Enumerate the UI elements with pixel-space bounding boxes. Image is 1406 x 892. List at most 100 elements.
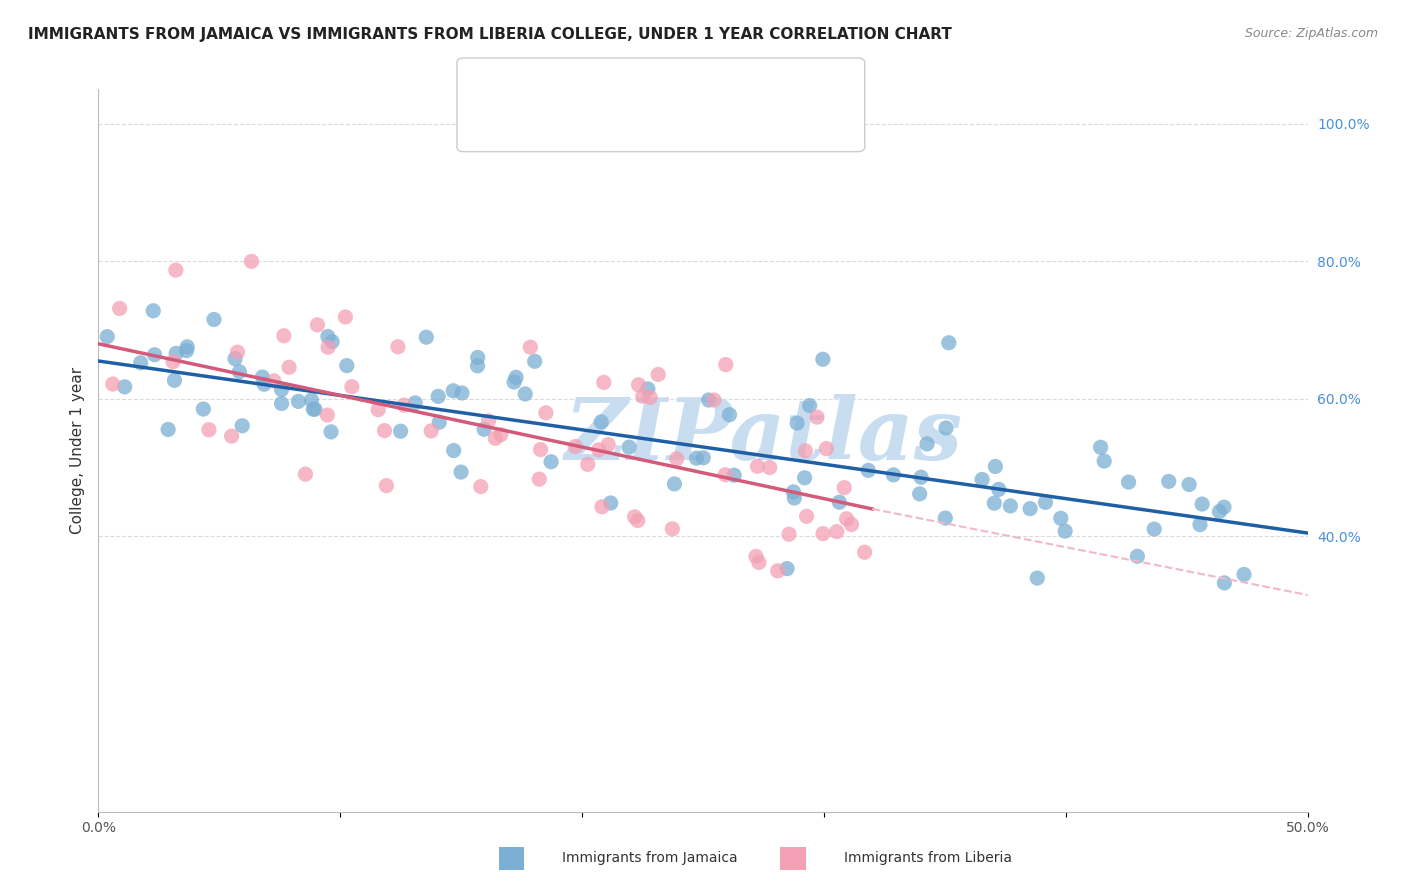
Point bbox=[307, 318, 329, 332]
Point bbox=[443, 443, 465, 458]
Point bbox=[335, 310, 357, 324]
Text: -0.325: -0.325 bbox=[541, 128, 596, 143]
Point bbox=[273, 328, 295, 343]
Point bbox=[294, 467, 316, 482]
Point bbox=[576, 458, 599, 472]
Point bbox=[441, 384, 464, 398]
Point bbox=[934, 511, 956, 525]
Point bbox=[231, 418, 253, 433]
Point bbox=[336, 359, 359, 373]
Point bbox=[193, 402, 215, 417]
Point bbox=[375, 478, 398, 492]
Point bbox=[540, 455, 562, 469]
Point bbox=[984, 459, 1007, 474]
Point bbox=[316, 408, 339, 422]
Point bbox=[198, 423, 221, 437]
Point bbox=[858, 463, 880, 477]
Point bbox=[96, 329, 118, 343]
Point bbox=[692, 450, 714, 465]
Point bbox=[270, 396, 292, 410]
Text: 64: 64 bbox=[668, 128, 689, 143]
Text: ZIPatlas: ZIPatlas bbox=[564, 394, 963, 478]
Point bbox=[451, 386, 474, 401]
Point bbox=[799, 399, 821, 413]
Point bbox=[782, 484, 804, 499]
Point bbox=[631, 389, 654, 403]
Point bbox=[427, 415, 450, 429]
Point bbox=[287, 394, 309, 409]
Point bbox=[665, 451, 688, 466]
Point bbox=[319, 425, 342, 439]
Point bbox=[484, 431, 506, 445]
Text: R =: R = bbox=[495, 87, 529, 103]
Point bbox=[534, 406, 557, 420]
Y-axis label: College, Under 1 year: College, Under 1 year bbox=[69, 367, 84, 534]
Point bbox=[1143, 522, 1166, 536]
Point bbox=[841, 517, 863, 532]
Text: Immigrants from Jamaica: Immigrants from Jamaica bbox=[562, 851, 738, 865]
Point bbox=[627, 377, 650, 392]
Point bbox=[1157, 475, 1180, 489]
Point bbox=[938, 335, 960, 350]
Point bbox=[278, 360, 301, 375]
Point bbox=[972, 473, 994, 487]
Point bbox=[467, 359, 489, 373]
Point bbox=[478, 414, 501, 428]
Point bbox=[1188, 517, 1211, 532]
Point bbox=[987, 483, 1010, 497]
Text: Immigrants from Liberia: Immigrants from Liberia bbox=[844, 851, 1011, 865]
Point bbox=[697, 392, 720, 407]
Point bbox=[1019, 501, 1042, 516]
Point bbox=[302, 402, 325, 417]
Point bbox=[202, 312, 225, 326]
Point bbox=[592, 376, 614, 390]
Point bbox=[252, 370, 274, 384]
Point bbox=[301, 393, 323, 408]
Point bbox=[316, 329, 339, 343]
Point bbox=[815, 442, 838, 456]
Point bbox=[165, 263, 187, 277]
Point bbox=[637, 382, 659, 396]
Point bbox=[983, 496, 1005, 510]
Point bbox=[108, 301, 131, 316]
Point bbox=[530, 442, 553, 457]
Point bbox=[1178, 477, 1201, 491]
Point bbox=[165, 346, 187, 360]
Point bbox=[588, 442, 610, 457]
Point bbox=[718, 408, 741, 422]
Text: 93: 93 bbox=[668, 87, 689, 103]
Point bbox=[783, 491, 806, 505]
Point bbox=[703, 392, 725, 407]
Text: N =: N = bbox=[626, 87, 659, 103]
Point bbox=[321, 334, 343, 349]
Point bbox=[505, 370, 527, 384]
Point bbox=[340, 380, 363, 394]
Point bbox=[1213, 500, 1236, 515]
Point bbox=[1092, 454, 1115, 468]
Point bbox=[835, 512, 858, 526]
Point bbox=[162, 354, 184, 368]
Point bbox=[617, 440, 640, 454]
Point bbox=[523, 354, 546, 368]
Point bbox=[685, 451, 707, 466]
Point bbox=[832, 481, 855, 495]
Text: -0.360: -0.360 bbox=[541, 87, 596, 103]
Point bbox=[1026, 571, 1049, 585]
Point bbox=[908, 487, 931, 501]
Point bbox=[470, 480, 492, 494]
Point bbox=[519, 340, 541, 354]
Point bbox=[1118, 475, 1140, 489]
Point bbox=[389, 424, 412, 438]
Point bbox=[623, 509, 645, 524]
Point bbox=[387, 340, 409, 354]
Point bbox=[661, 522, 683, 536]
Point bbox=[157, 422, 180, 436]
Point bbox=[529, 472, 551, 486]
Point bbox=[163, 373, 186, 387]
Point bbox=[240, 254, 263, 268]
Point bbox=[786, 416, 808, 430]
Point bbox=[1050, 511, 1073, 525]
Point bbox=[221, 429, 243, 443]
Point bbox=[647, 368, 669, 382]
Point bbox=[176, 343, 198, 358]
